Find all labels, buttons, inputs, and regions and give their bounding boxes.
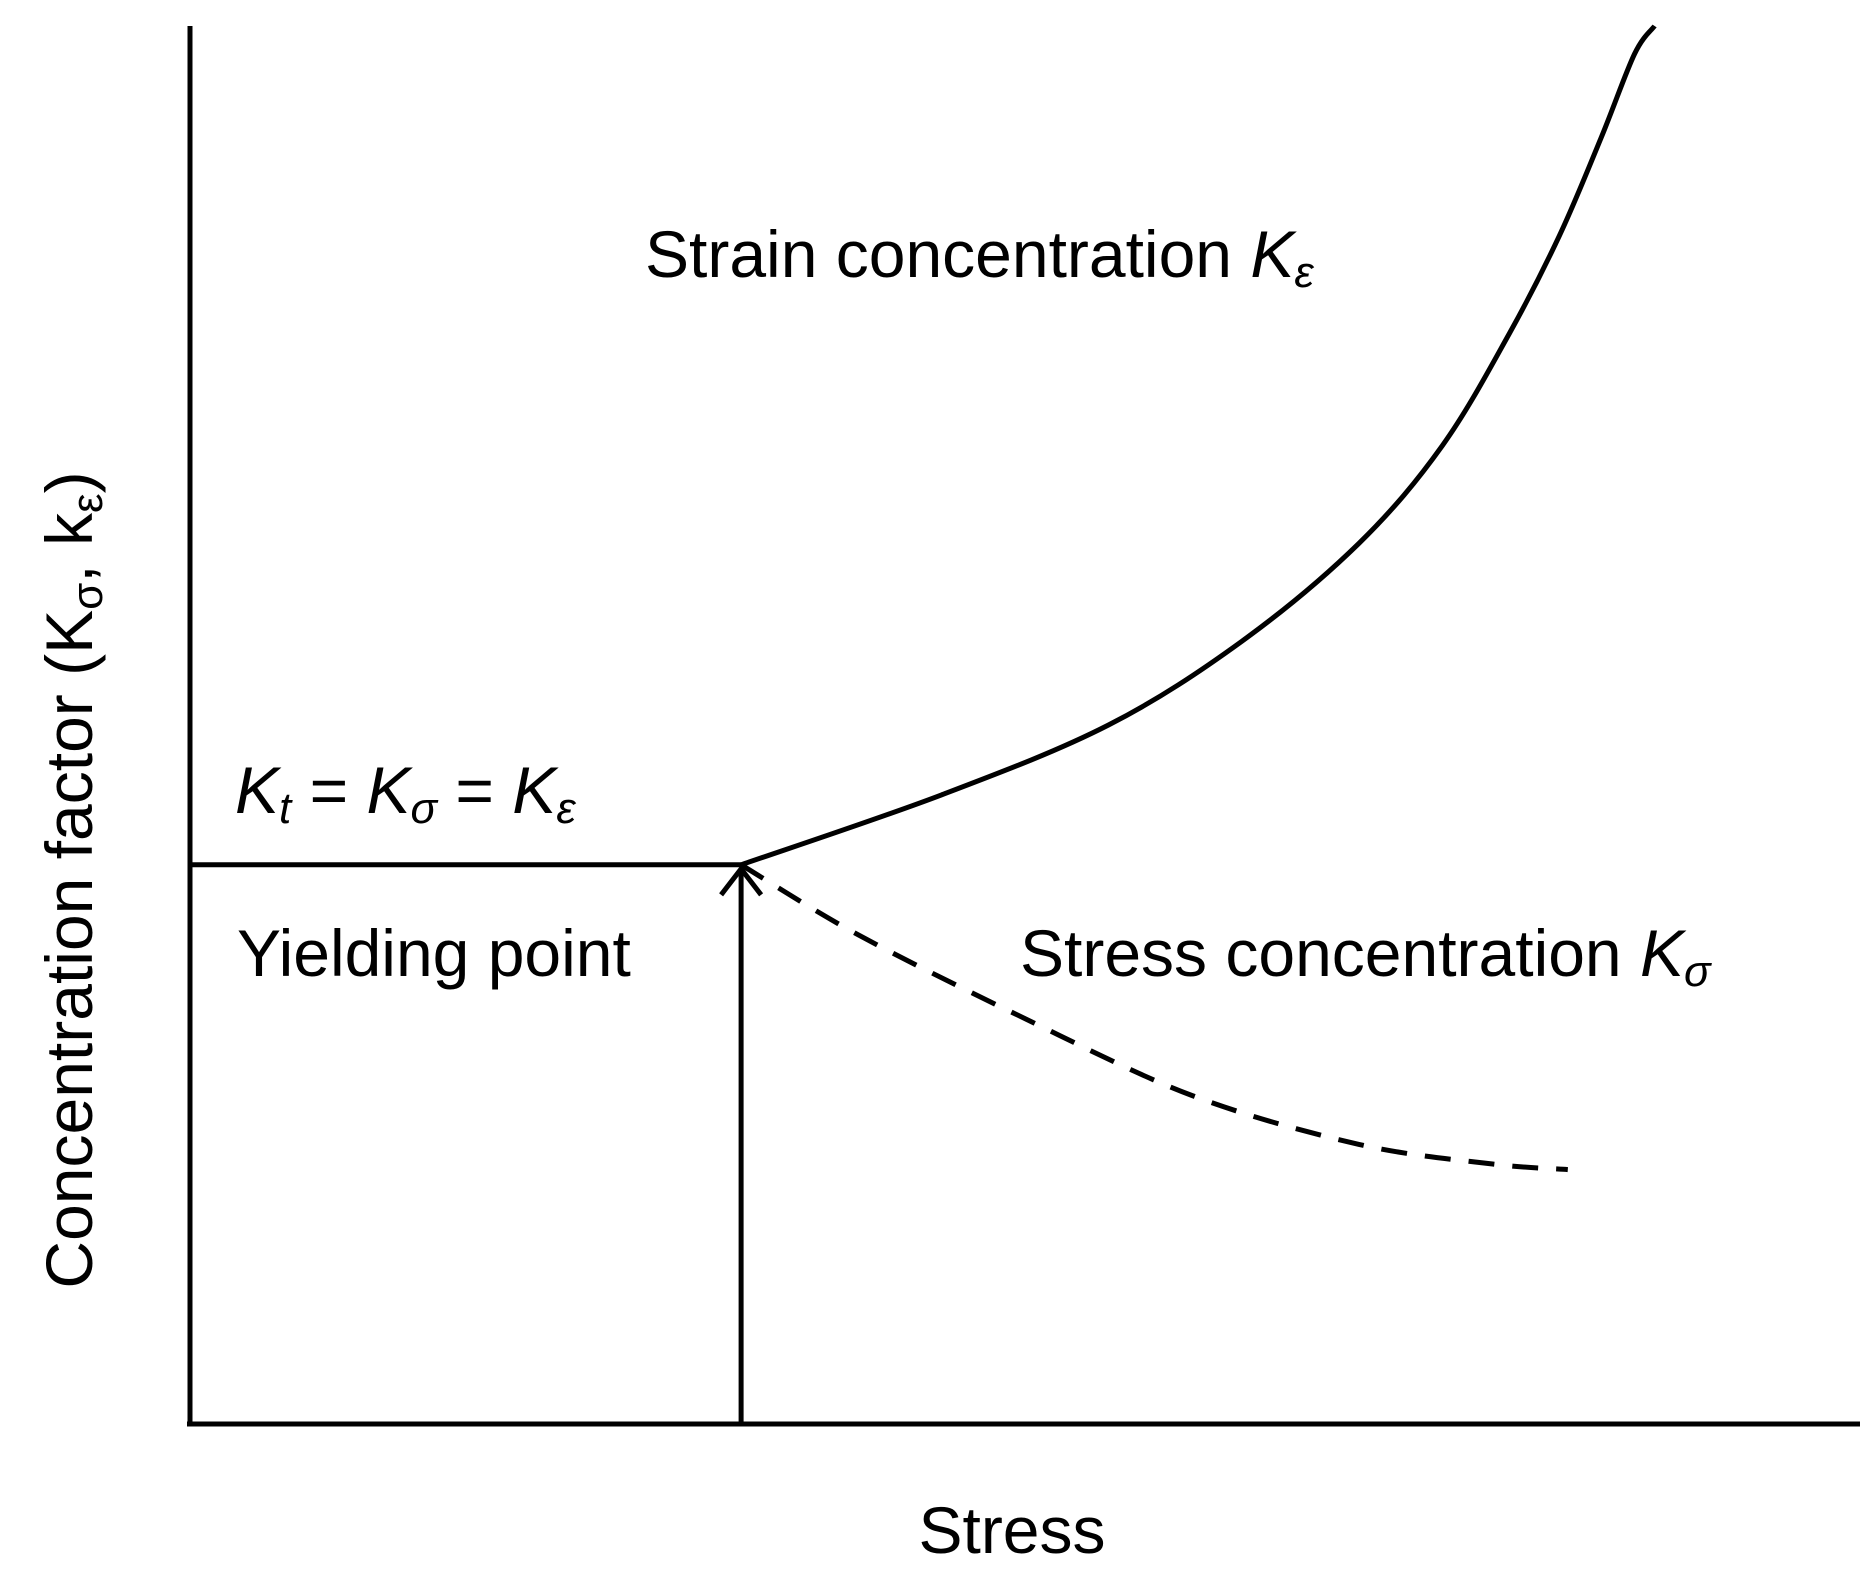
stress-concentration-label: Stress concentration Kσ [1020,916,1712,996]
yielding-point-label: Yielding point [237,916,631,990]
yielding-point-arrow [719,864,764,1424]
x-axis-label: Stress [918,1493,1105,1567]
equality-label: Kt = Kσ = Kε [235,753,576,833]
strain-concentration-label: Strain concentration Kε [645,217,1314,297]
strain-concentration-curve [740,24,1657,868]
y-axis-label: Concentration factor (Kσ, kε) [32,471,112,1288]
stress-concentration-curve [739,862,1568,1173]
